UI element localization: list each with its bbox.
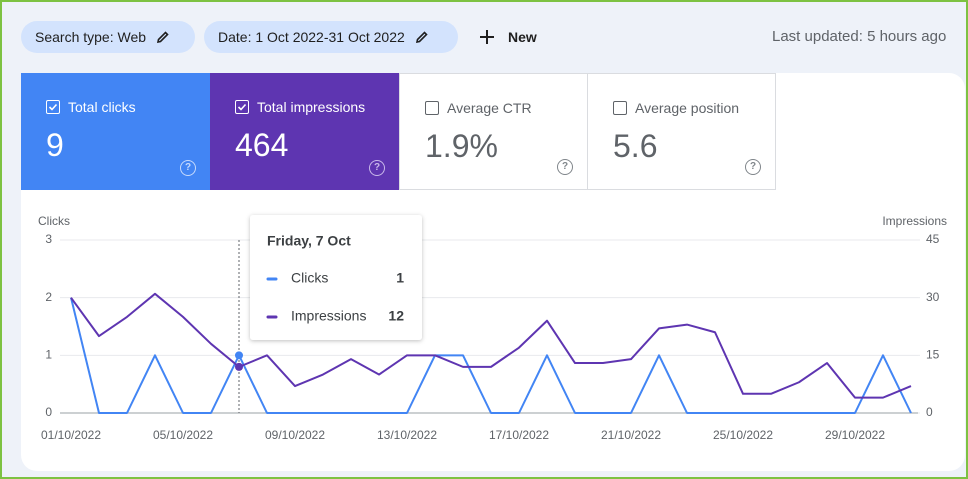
metric-value: 464 <box>235 127 289 163</box>
help-icon[interactable]: ? <box>557 159 573 175</box>
series-line <box>70 297 912 414</box>
tooltip-series-name: Impressions <box>291 308 366 324</box>
metric-card[interactable]: Total clicks 9 ? <box>21 73 210 190</box>
metric-value: 5.6 <box>613 128 658 164</box>
tooltip-series-name: Clicks <box>291 270 328 286</box>
help-icon[interactable]: ? <box>180 160 196 176</box>
search-type-chip[interactable]: Search type: Web <box>21 21 195 53</box>
chip-label: Search type: Web <box>35 29 147 45</box>
hover-dot <box>235 351 243 360</box>
y2-axis-title: Impressions <box>882 214 947 228</box>
x-tick-label: 13/10/2022 <box>377 428 437 442</box>
metric-card[interactable]: Average CTR 1.9% ? <box>399 73 588 190</box>
new-label: New <box>508 29 537 45</box>
y2-tick-label: 0 <box>926 405 933 419</box>
tooltip-value: 1 <box>396 270 404 286</box>
x-tick-label: 29/10/2022 <box>825 428 885 442</box>
x-tick-label: 25/10/2022 <box>713 428 773 442</box>
metric-label: Total impressions <box>257 99 366 115</box>
y2-tick-label: 45 <box>926 232 940 246</box>
chip-label: Date: 1 Oct 2022-31 Oct 2022 <box>218 29 405 45</box>
series-line <box>70 292 912 399</box>
y-tick-label: 2 <box>45 290 52 304</box>
checkbox[interactable] <box>425 101 439 115</box>
metric-card[interactable]: Total impressions 464 ? <box>210 73 399 190</box>
y-tick-label: 0 <box>45 405 52 419</box>
metric-value: 1.9% <box>425 128 498 164</box>
help-icon[interactable]: ? <box>745 159 761 175</box>
new-button[interactable]: New <box>478 21 537 53</box>
metric-card[interactable]: Average position 5.6 ? <box>587 73 776 190</box>
metric-label: Total clicks <box>68 99 136 115</box>
edit-icon <box>157 31 169 44</box>
x-tick-label: 21/10/2022 <box>601 428 661 442</box>
metric-label: Average CTR <box>447 100 532 116</box>
x-tick-label: 09/10/2022 <box>265 428 325 442</box>
y2-tick-label: 30 <box>926 290 940 304</box>
metric-value: 9 <box>46 127 64 163</box>
tooltip: Friday, 7 Oct Clicks 1 Impressions 12 <box>250 215 422 340</box>
checkbox-checked[interactable] <box>235 100 249 114</box>
tooltip-title: Friday, 7 Oct <box>267 233 351 249</box>
edit-icon <box>415 31 428 44</box>
x-tick-label: 01/10/2022 <box>41 428 101 442</box>
hover-dot <box>235 362 243 371</box>
date-chip[interactable]: Date: 1 Oct 2022-31 Oct 2022 <box>204 21 458 53</box>
plus-icon <box>480 30 494 44</box>
metric-label: Average position <box>635 100 740 116</box>
help-icon[interactable]: ? <box>369 160 385 176</box>
y-tick-label: 1 <box>45 348 52 362</box>
checkbox-checked[interactable] <box>46 100 60 114</box>
tooltip-box <box>250 215 422 340</box>
x-tick-label: 17/10/2022 <box>489 428 549 442</box>
last-updated: Last updated: 5 hours ago <box>772 28 947 45</box>
y2-tick-label: 15 <box>926 348 940 362</box>
tooltip-value: 12 <box>388 308 404 324</box>
y-axis-title: Clicks <box>38 214 70 228</box>
x-tick-label: 05/10/2022 <box>153 428 213 442</box>
y-tick-label: 3 <box>45 232 52 246</box>
checkbox[interactable] <box>613 101 627 115</box>
